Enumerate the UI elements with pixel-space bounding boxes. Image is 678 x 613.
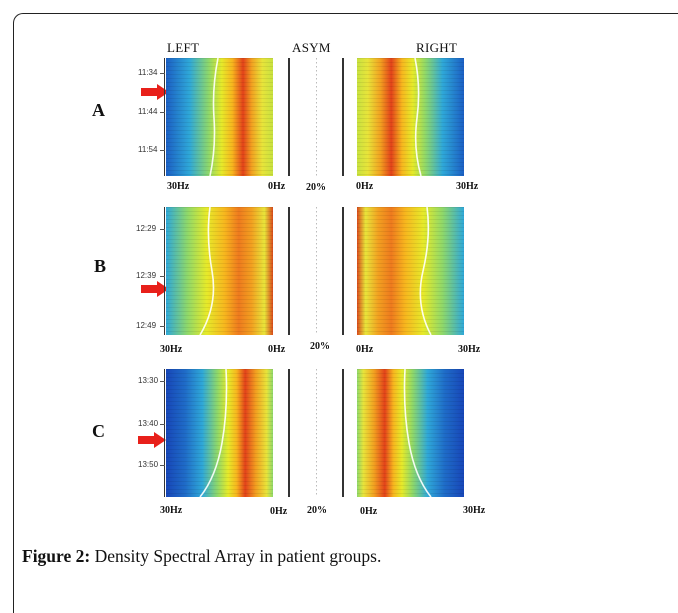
dsa-right-spectrogram (357, 369, 464, 497)
group-label: B (94, 256, 107, 276)
axis-right-min: 0Hz (356, 344, 374, 355)
caption-label: Figure 2: (22, 546, 91, 566)
header-right: RIGHT (416, 40, 458, 55)
time-tick-label: 12:29 (136, 224, 157, 233)
figure-frame (13, 13, 678, 613)
left-time-axis (164, 58, 165, 176)
caption-text: Density Spectral Array in patient groups… (94, 546, 382, 566)
time-tick-label: 13:30 (138, 376, 159, 385)
asym-right-bar (342, 58, 344, 176)
axis-right-min: 0Hz (360, 506, 378, 517)
left-time-axis (164, 207, 165, 335)
axis-left-min: 0Hz (268, 181, 286, 192)
time-tick-label: 13:40 (138, 419, 159, 428)
time-tick-label: 12:39 (136, 271, 157, 280)
asym-midline (316, 58, 317, 176)
red-arrow-icon (138, 432, 166, 448)
time-tick-mark (160, 229, 165, 230)
axis-right-min: 0Hz (356, 181, 374, 192)
header-asym: ASYM (292, 40, 331, 55)
time-tick-label: 13:50 (138, 460, 159, 469)
figure-caption: Figure 2: Density Spectral Array in pati… (22, 546, 381, 567)
axis-left-max: 30Hz (160, 344, 183, 355)
axis-asym: 20% (307, 505, 327, 516)
time-tick-label: 11:54 (138, 145, 158, 154)
asym-right-bar (342, 207, 344, 335)
time-tick-mark (160, 73, 165, 74)
time-tick-mark (160, 150, 165, 151)
axis-right-max: 30Hz (458, 344, 481, 355)
asym-right-bar (342, 369, 344, 497)
dsa-left-spectrogram (166, 207, 273, 335)
asym-midline (316, 207, 317, 335)
time-tick-mark (160, 465, 165, 466)
dsa-right-spectrogram (357, 58, 464, 176)
dsa-right-spectrogram (357, 207, 464, 335)
axis-asym: 20% (310, 341, 330, 352)
header-left: LEFT (167, 40, 200, 55)
axis-left-max: 30Hz (167, 181, 190, 192)
axis-left-min: 0Hz (268, 344, 286, 355)
axis-left-max: 30Hz (160, 505, 183, 516)
axis-asym: 20% (306, 182, 326, 193)
asym-left-bar (288, 369, 290, 497)
time-tick-mark (160, 326, 165, 327)
dsa-left-spectrogram (166, 58, 273, 176)
red-arrow-icon (141, 84, 169, 100)
time-tick-label: 11:44 (138, 107, 158, 116)
axis-right-max: 30Hz (463, 505, 486, 516)
asym-midline (316, 369, 317, 497)
time-tick-mark (160, 112, 165, 113)
time-tick-label: 12:49 (136, 321, 157, 330)
group-label: C (92, 421, 105, 441)
asym-left-bar (288, 207, 290, 335)
asym-left-bar (288, 58, 290, 176)
group-label: A (92, 100, 105, 120)
time-tick-label: 11:34 (138, 68, 158, 77)
dsa-left-spectrogram (166, 369, 273, 497)
time-tick-mark (160, 276, 165, 277)
time-tick-mark (160, 424, 165, 425)
red-arrow-icon (141, 281, 169, 297)
axis-right-max: 30Hz (456, 181, 479, 192)
axis-left-min: 0Hz (270, 506, 288, 517)
time-tick-mark (160, 381, 165, 382)
left-time-axis (164, 369, 165, 497)
